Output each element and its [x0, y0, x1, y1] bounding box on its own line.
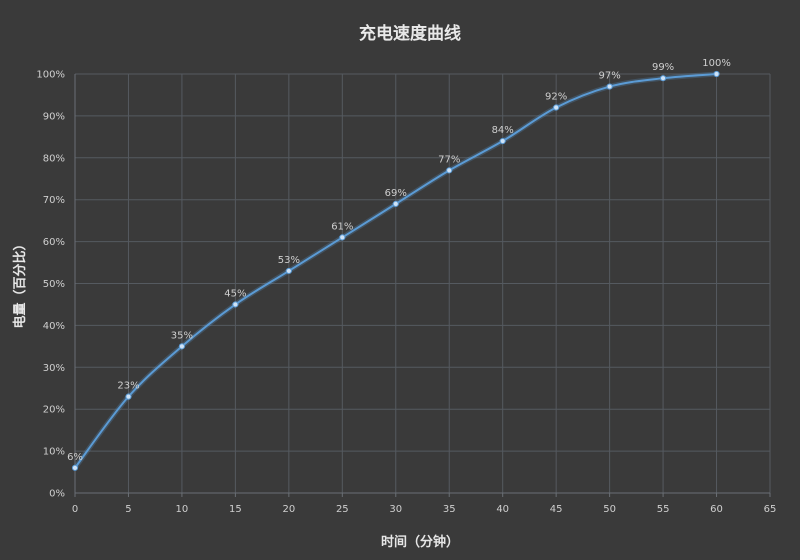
data-point: [606, 83, 613, 90]
data-label: 92%: [545, 92, 567, 103]
data-point: [125, 393, 132, 400]
y-tick-labels: 0% 10% 20% 30% 40% 50% 60% 70% 80% 90% 100%: [36, 70, 65, 500]
data-point: [392, 200, 399, 207]
y-tick-label: 90%: [43, 111, 65, 122]
data-label: 97%: [598, 71, 620, 82]
data-label: 77%: [438, 154, 460, 165]
x-tick-label: 30: [389, 504, 402, 515]
x-tick-label: 10: [176, 504, 189, 515]
data-label: 53%: [278, 255, 300, 266]
data-point: [553, 104, 560, 111]
y-tick-label: 100%: [36, 70, 65, 81]
data-label: 45%: [224, 288, 246, 299]
data-label: 23%: [117, 381, 139, 392]
x-tick-label: 25: [336, 504, 349, 515]
data-label: 100%: [702, 58, 731, 69]
y-tick-label: 40%: [43, 321, 65, 332]
chart-title: 充电速度曲线: [359, 23, 461, 44]
data-point: [659, 75, 667, 82]
axes: [74, 74, 771, 497]
x-axis-title: 时间（分钟）: [381, 534, 459, 550]
y-tick-label: 50%: [43, 279, 65, 290]
data-point: [232, 301, 239, 308]
x-tick-label: 5: [125, 504, 131, 515]
x-tick-label: 55: [657, 504, 670, 515]
x-tick-label: 35: [443, 504, 456, 515]
data-label: 61%: [331, 221, 353, 232]
y-tick-label: 20%: [43, 405, 65, 416]
x-tick-label: 65: [764, 504, 777, 515]
x-tick-label: 20: [282, 504, 295, 515]
y-tick-label: 30%: [43, 363, 65, 374]
y-tick-label: 60%: [43, 237, 65, 248]
data-label: 35%: [171, 330, 193, 341]
data-point: [285, 267, 292, 275]
y-tick-label: 10%: [43, 447, 65, 458]
data-label: 99%: [652, 62, 674, 73]
data-label: 69%: [385, 188, 407, 199]
data-label: 84%: [492, 125, 514, 136]
y-axis-title: 电量（百分比）: [12, 237, 28, 328]
x-tick-label: 15: [229, 504, 242, 515]
grid-lines: [75, 73, 771, 493]
x-tick-label: 50: [603, 504, 616, 515]
data-point: [178, 343, 186, 350]
x-tick-label: 0: [72, 504, 78, 515]
x-tick-labels: 0 5 10 15 20 25 30 35 40 45 50 55 60 65: [72, 504, 777, 515]
x-tick-label: 40: [496, 504, 509, 515]
data-point: [446, 167, 453, 174]
x-tick-label: 60: [710, 504, 723, 515]
data-points: [71, 70, 720, 471]
data-point: [71, 464, 79, 471]
data-labels: 6% 23% 35% 45% 53% 61% 69% 77% 84% 92% 97% 99% 100%: [67, 58, 731, 463]
y-tick-label: 70%: [43, 195, 65, 206]
data-point: [713, 70, 720, 78]
data-label: 6%: [67, 452, 83, 463]
x-tick-label: 45: [550, 504, 563, 515]
y-tick-label: 0%: [49, 489, 65, 500]
data-point: [499, 137, 506, 145]
y-tick-label: 80%: [43, 153, 65, 164]
data-point: [339, 234, 346, 241]
